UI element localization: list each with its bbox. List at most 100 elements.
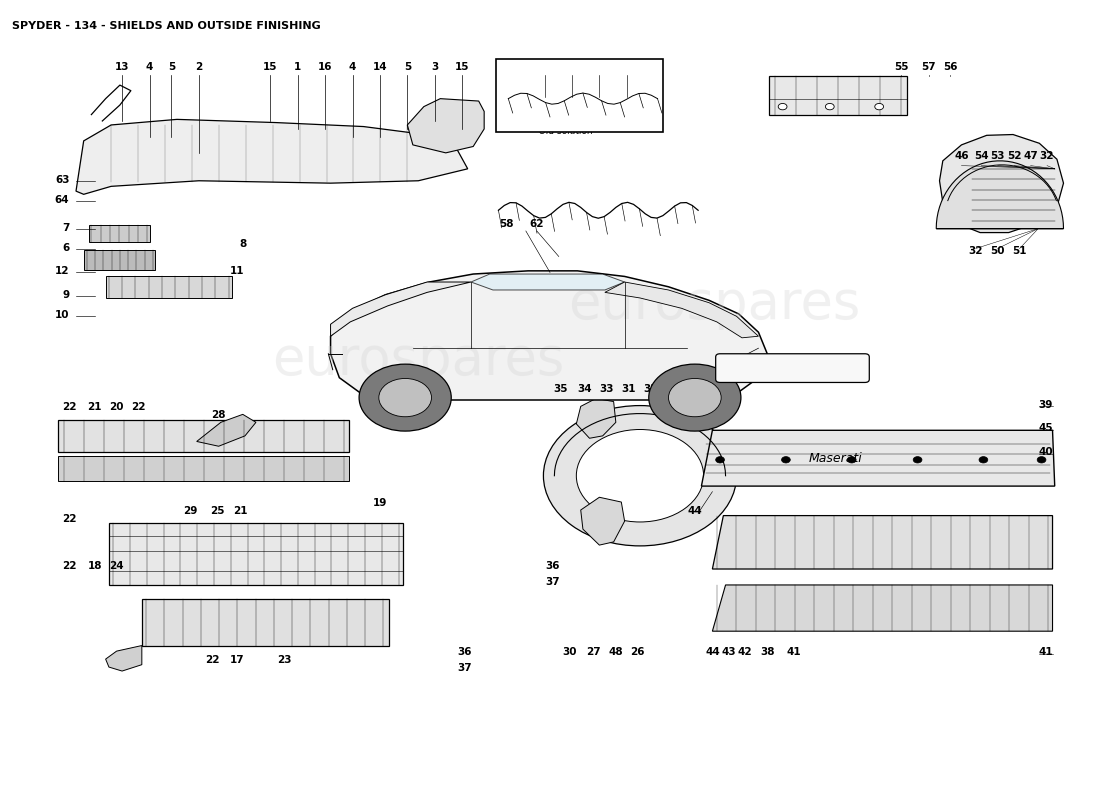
Circle shape [781,457,790,463]
Text: 63: 63 [55,174,69,185]
Text: 4: 4 [349,62,356,71]
Text: 16: 16 [318,62,332,71]
Bar [84,250,155,270]
Text: 57: 57 [921,62,936,71]
Text: 58: 58 [499,218,514,229]
Text: 43: 43 [722,646,736,657]
Text: 17: 17 [230,654,244,665]
Text: Soluzione superata
Old solution: Soluzione superata Old solution [524,117,609,136]
Circle shape [543,406,737,546]
Polygon shape [936,161,1064,229]
Text: 52: 52 [1006,151,1022,161]
Circle shape [649,364,741,431]
Text: 62: 62 [529,218,544,229]
Text: 6: 6 [63,242,69,253]
Circle shape [1037,457,1046,463]
Text: 10: 10 [55,310,69,320]
Polygon shape [197,414,256,446]
Text: 5: 5 [168,62,175,71]
Text: 50: 50 [990,246,1005,257]
Text: 26: 26 [630,646,645,657]
Polygon shape [581,498,625,545]
Text: 58: 58 [537,62,552,71]
Polygon shape [407,98,484,153]
Text: 8: 8 [239,238,246,249]
Text: 20: 20 [109,402,124,412]
Text: 61: 61 [619,62,634,71]
Text: 22: 22 [205,654,219,665]
Text: 22: 22 [63,562,77,571]
Text: 30: 30 [562,646,578,657]
Text: 36: 36 [458,646,472,657]
Text: SPYDER - 134 - SHIELDS AND OUTSIDE FINISHING: SPYDER - 134 - SHIELDS AND OUTSIDE FINIS… [12,22,321,31]
Text: 28: 28 [211,410,226,420]
Text: 41: 41 [1038,646,1054,657]
Text: 14: 14 [373,62,387,71]
Polygon shape [331,271,767,400]
Text: 35: 35 [553,384,569,394]
Circle shape [913,457,922,463]
Text: 12: 12 [55,266,69,277]
Circle shape [847,457,856,463]
Bar [89,225,150,242]
Text: 49: 49 [845,362,859,372]
Text: 22: 22 [63,402,77,412]
Text: 60: 60 [592,62,606,71]
Text: Maserati: Maserati [808,452,862,465]
Text: 42: 42 [738,646,752,657]
Text: 21: 21 [233,506,248,515]
Circle shape [979,457,988,463]
Polygon shape [713,585,1053,631]
Circle shape [576,430,704,522]
Text: 27: 27 [586,646,602,657]
Text: 36: 36 [544,562,560,571]
Polygon shape [331,282,471,336]
Circle shape [778,103,786,110]
Text: 55: 55 [894,62,909,71]
Text: 51: 51 [1012,246,1027,257]
FancyBboxPatch shape [716,354,869,382]
Text: 33: 33 [600,384,614,394]
Text: 32: 32 [968,246,983,257]
Polygon shape [576,398,616,438]
Text: 21: 21 [87,402,102,412]
Text: 2: 2 [196,62,202,71]
Text: 44: 44 [705,646,719,657]
Text: 18: 18 [87,562,102,571]
Text: 59: 59 [564,62,579,71]
Text: 1: 1 [294,62,301,71]
Text: 15: 15 [263,62,277,71]
Polygon shape [939,134,1064,233]
Bar [58,456,349,482]
Polygon shape [471,274,625,290]
Text: 25: 25 [210,506,224,515]
Text: 29: 29 [183,506,197,515]
Text: 39: 39 [1038,399,1053,410]
Text: 37: 37 [544,578,560,587]
Text: 5: 5 [404,62,411,71]
Polygon shape [106,646,142,671]
Bar [106,276,232,298]
Text: 44: 44 [688,506,702,515]
Text: 22: 22 [63,514,77,523]
Text: 15: 15 [455,62,470,71]
Polygon shape [713,515,1053,569]
Circle shape [359,364,451,431]
Polygon shape [76,119,468,194]
Text: 9: 9 [63,290,69,300]
Text: 13: 13 [114,62,130,71]
Text: 31: 31 [621,384,636,394]
Circle shape [716,457,725,463]
Text: eurospares: eurospares [272,334,564,386]
Polygon shape [605,282,759,338]
Text: eurospares: eurospares [569,278,861,330]
Text: 47: 47 [1023,151,1038,161]
Text: 41: 41 [786,646,801,657]
Bar [142,599,388,646]
Circle shape [825,103,834,110]
Bar [109,522,403,585]
Text: 54: 54 [974,151,989,161]
Text: 38: 38 [760,646,774,657]
Text: 7: 7 [62,222,69,233]
Text: 53: 53 [990,151,1005,161]
